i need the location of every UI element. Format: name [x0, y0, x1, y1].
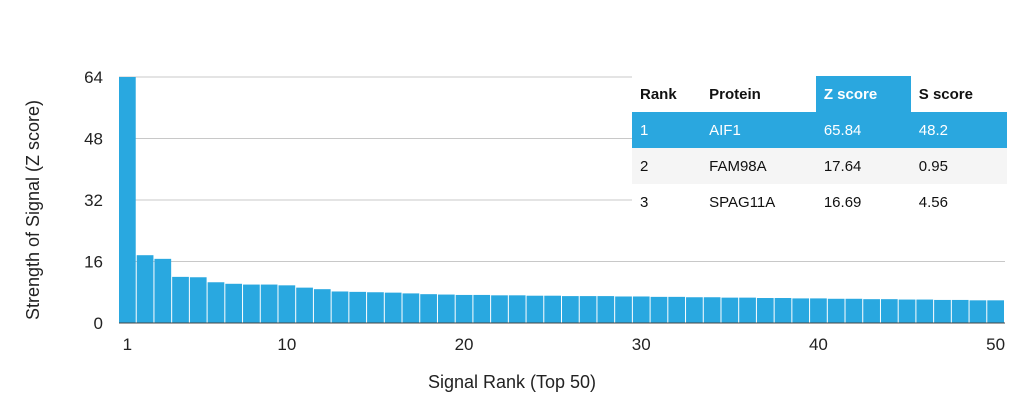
bar [331, 291, 349, 323]
bar [420, 294, 437, 323]
header-rank: Rank [632, 76, 702, 112]
bar [225, 283, 243, 323]
bar [473, 294, 491, 323]
header-protein: Protein [701, 76, 816, 112]
x-tick-label: 40 [809, 335, 828, 354]
bar [207, 282, 225, 323]
table-row: 3 SPAG11A 16.69 4.56 [632, 184, 1007, 220]
y-tick-label: 32 [84, 191, 103, 210]
bar [934, 299, 951, 323]
bar [951, 299, 969, 323]
header-s-score: S score [910, 76, 1007, 112]
bar [189, 277, 207, 323]
x-tick-label: 1 [123, 335, 132, 354]
bar [278, 285, 296, 323]
x-tick-label: 10 [277, 335, 296, 354]
bar [172, 276, 189, 323]
cell-rank: 3 [632, 184, 702, 220]
bar [810, 298, 827, 323]
bar [544, 295, 561, 323]
table-row: 1 AIF1 65.84 48.2 [632, 112, 1007, 148]
cell-z-score: 17.64 [815, 148, 911, 184]
bar [756, 298, 774, 323]
y-tick-label: 0 [94, 314, 103, 333]
y-tick-label: 48 [84, 130, 103, 149]
bar [313, 289, 331, 323]
x-tick-labels: 1 10 20 30 40 50 [123, 335, 1005, 354]
cell-s-score: 0.95 [910, 148, 1007, 184]
bar [597, 296, 615, 323]
bar [668, 296, 686, 323]
bar [632, 296, 650, 323]
cell-rank: 2 [632, 148, 702, 184]
bar [508, 295, 526, 323]
cell-protein: FAM98A [701, 148, 816, 184]
bars [119, 77, 1004, 323]
bar [491, 295, 508, 323]
bar [349, 291, 367, 323]
bar [526, 295, 544, 323]
bar [296, 287, 313, 323]
bar [402, 293, 420, 323]
table-row: 2 FAM98A 17.64 0.95 [632, 148, 1007, 184]
bar [721, 297, 739, 323]
bar [703, 297, 721, 323]
score-table: Rank Protein Z score S score 1 AIF1 65.8… [632, 76, 1007, 220]
bar [260, 284, 278, 323]
cell-rank: 1 [632, 112, 702, 148]
x-tick-label: 50 [986, 335, 1005, 354]
cell-protein: SPAG11A [701, 184, 816, 220]
y-axis-title: Strength of Signal (Z score) [23, 100, 43, 320]
cell-z-score: 16.69 [815, 184, 911, 220]
cell-s-score: 48.2 [910, 112, 1007, 148]
bar [243, 284, 260, 323]
bar [898, 299, 916, 323]
bar [615, 296, 632, 323]
x-tick-label: 20 [455, 335, 474, 354]
bar [792, 298, 810, 323]
x-tick-label: 30 [632, 335, 651, 354]
bar [384, 292, 402, 323]
cell-z-score: 65.84 [815, 112, 911, 148]
y-tick-label: 64 [84, 68, 103, 87]
table-header-row: Rank Protein Z score S score [632, 76, 1007, 112]
bar [739, 297, 756, 323]
bar [650, 296, 668, 323]
bar [686, 297, 703, 323]
y-tick-label: 16 [84, 253, 103, 272]
bar [562, 296, 579, 323]
cell-s-score: 4.56 [910, 184, 1007, 220]
bar [437, 294, 455, 323]
bar [455, 294, 473, 323]
bar [136, 255, 154, 323]
bar [863, 299, 880, 323]
bar [880, 299, 898, 323]
bar [845, 298, 863, 323]
x-axis-title: Signal Rank (Top 50) [428, 372, 596, 392]
bar [154, 258, 172, 323]
bar [987, 300, 1004, 323]
y-tick-labels: 0 16 32 48 64 [84, 68, 103, 333]
bar [579, 296, 597, 323]
cell-protein: AIF1 [701, 112, 816, 148]
bar [367, 292, 384, 323]
bar [827, 298, 845, 323]
header-z-score: Z score [815, 76, 911, 112]
bar [774, 298, 792, 323]
bar [916, 299, 934, 323]
bar [119, 77, 136, 323]
bar [969, 300, 987, 323]
